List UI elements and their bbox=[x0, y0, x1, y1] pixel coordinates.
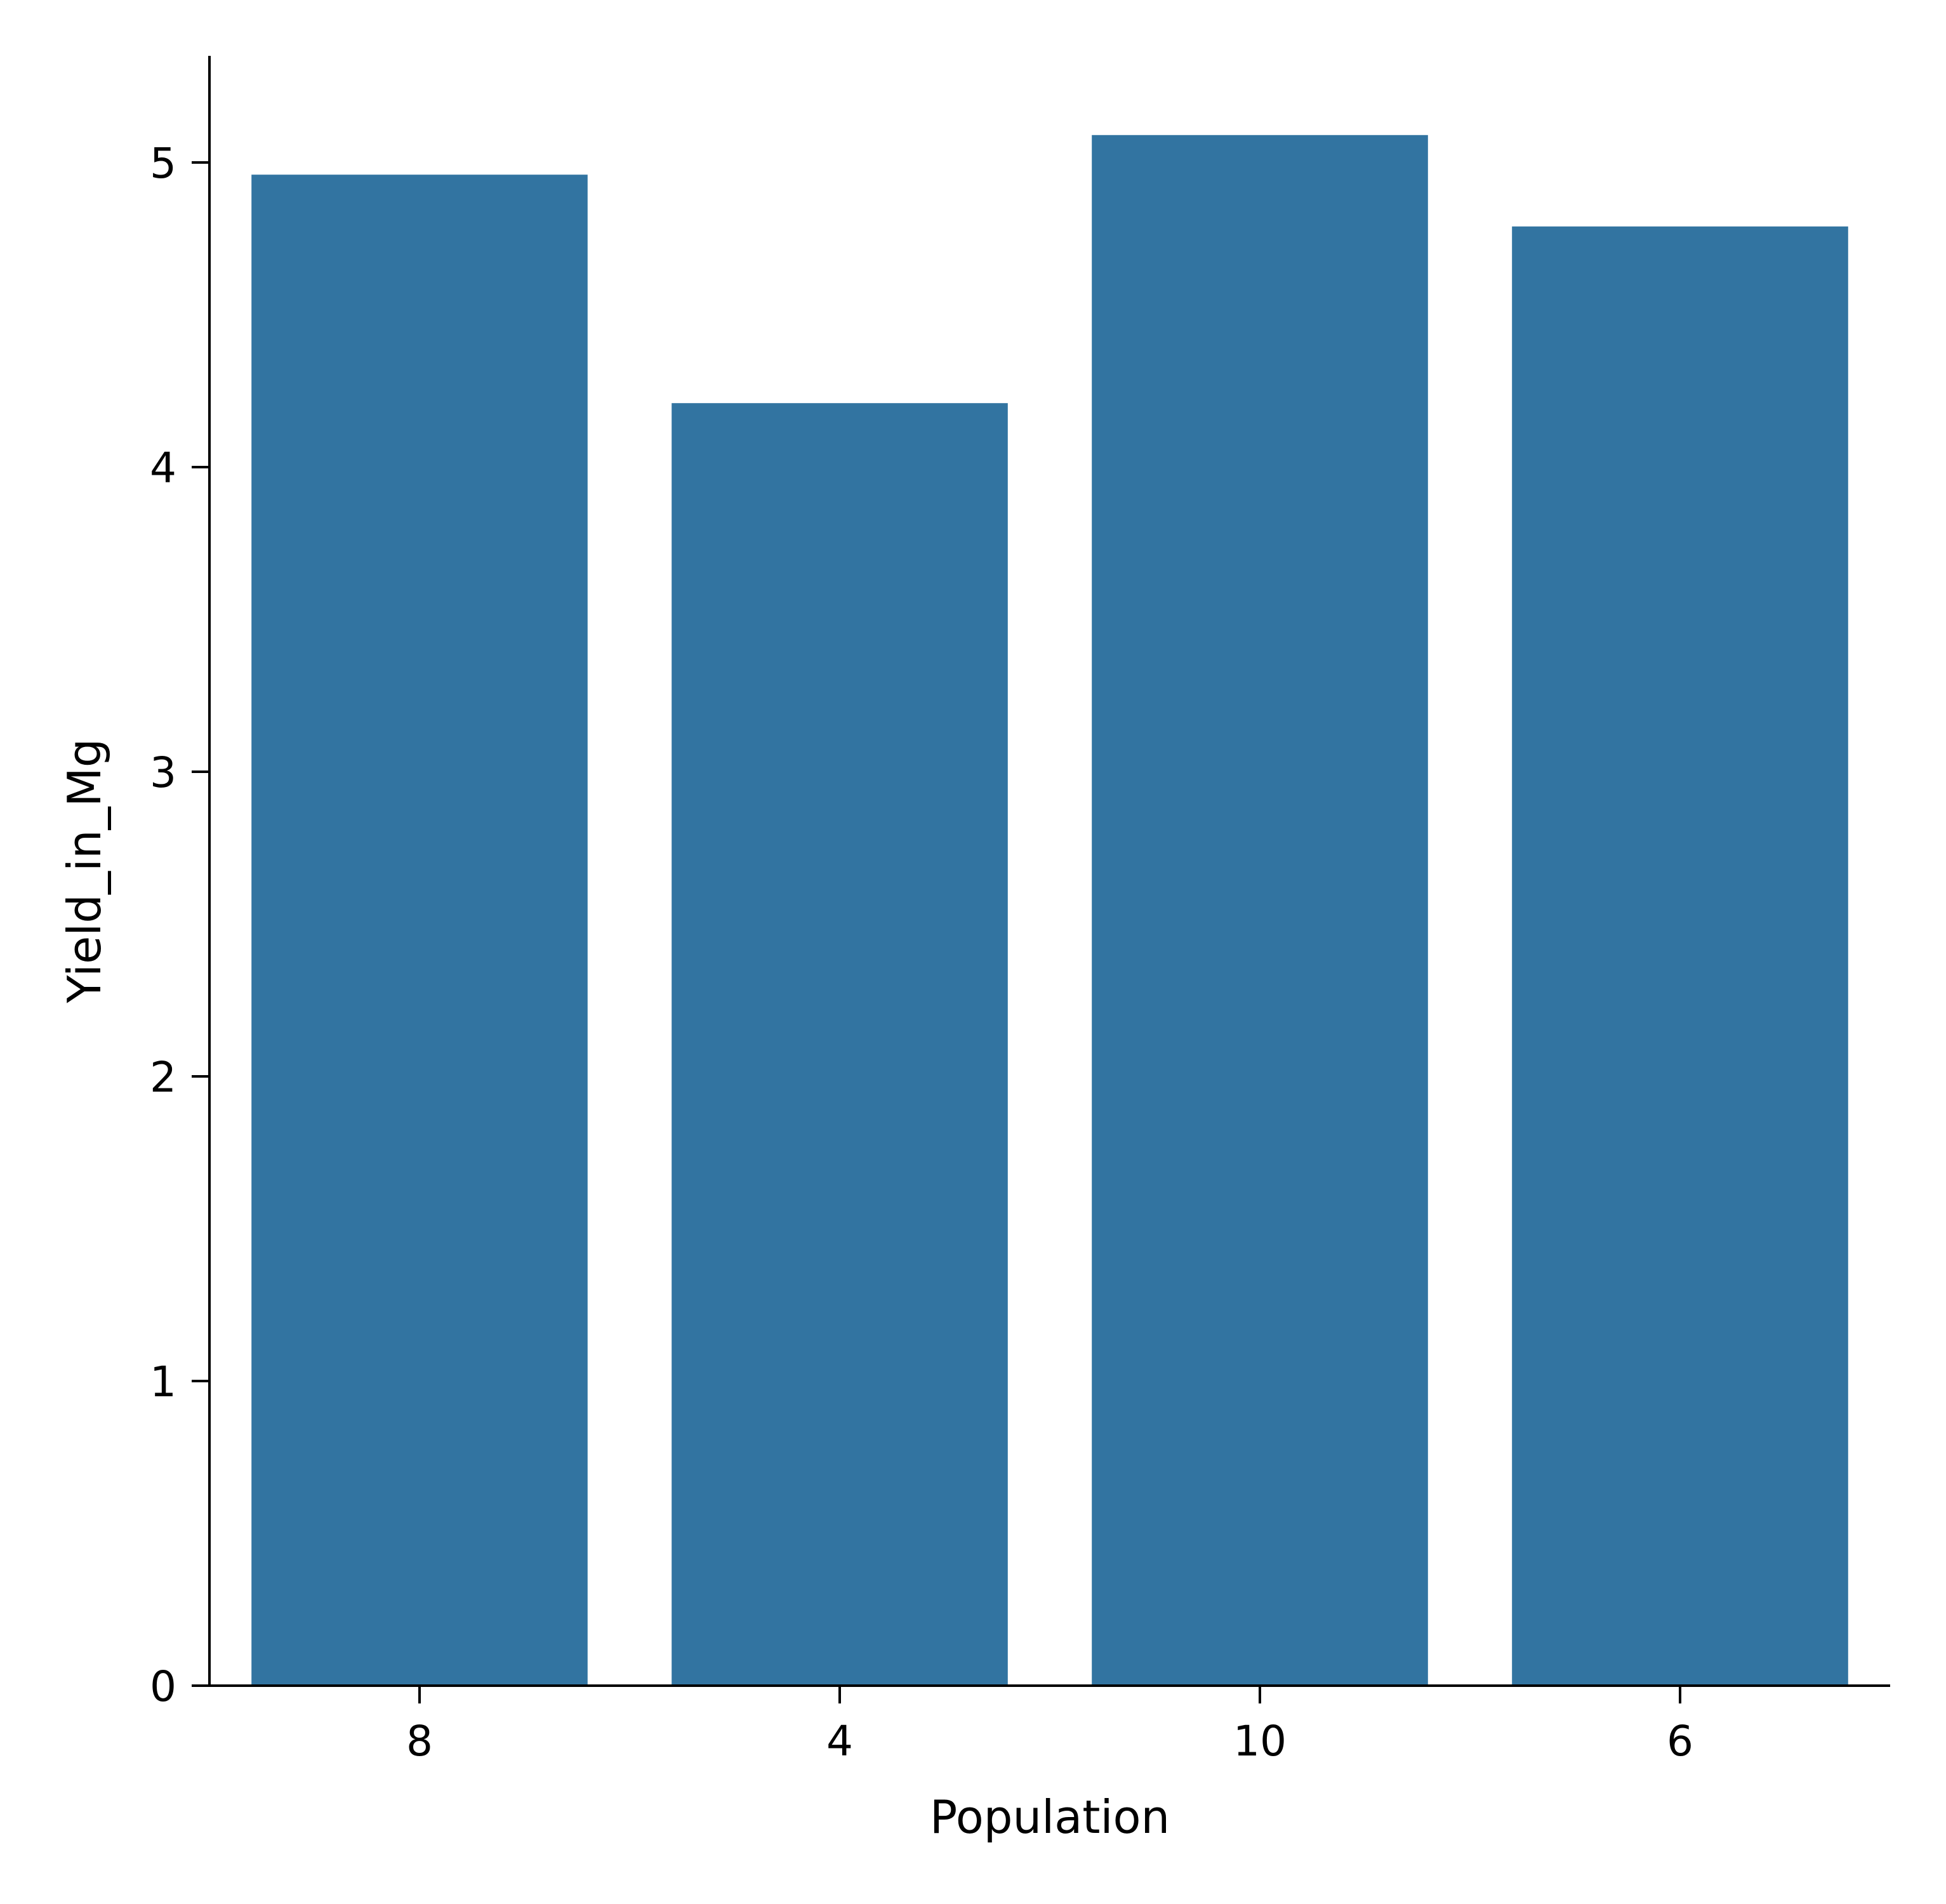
bar-4 bbox=[672, 403, 1008, 1686]
y-tick-label: 4 bbox=[150, 444, 176, 493]
y-tick-label: 3 bbox=[150, 748, 176, 797]
bars-group bbox=[251, 135, 1848, 1686]
x-tick-label: 10 bbox=[1233, 1717, 1287, 1766]
x-tick-label: 8 bbox=[406, 1717, 433, 1766]
bar-10 bbox=[1092, 135, 1428, 1686]
y-tick-label: 0 bbox=[150, 1662, 176, 1711]
y-axis-ticks: 0 1 2 3 4 5 bbox=[150, 139, 209, 1711]
x-axis-label: Population bbox=[930, 1790, 1170, 1844]
y-axis-label: Yield_in_Mg bbox=[58, 739, 111, 1004]
x-tick-label: 6 bbox=[1667, 1717, 1693, 1766]
x-axis-ticks: 8 4 10 6 bbox=[406, 1686, 1693, 1766]
x-tick-label: 4 bbox=[826, 1717, 853, 1766]
bar-6 bbox=[1512, 226, 1848, 1686]
y-tick-label: 1 bbox=[150, 1358, 176, 1406]
y-tick-label: 5 bbox=[150, 139, 176, 188]
y-tick-label: 2 bbox=[150, 1053, 176, 1102]
bar-8 bbox=[251, 175, 588, 1686]
